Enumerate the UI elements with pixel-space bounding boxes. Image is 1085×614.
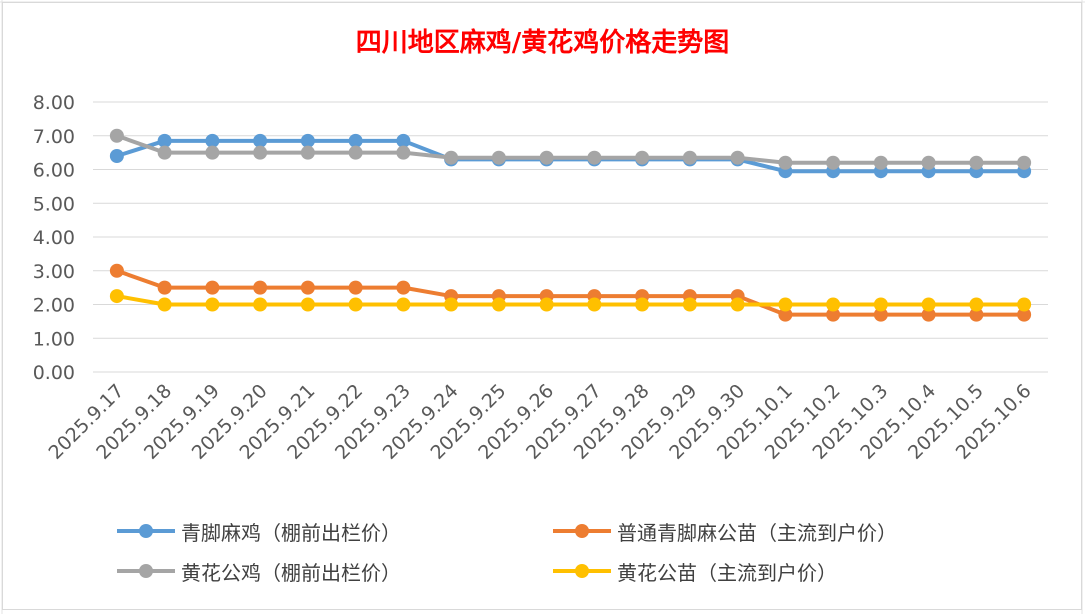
data-point [348,297,363,312]
data-point [253,133,268,148]
data-point [109,263,124,278]
data-point [300,133,315,148]
data-point [396,133,411,148]
series-line [116,268,1025,317]
data-point [826,307,841,322]
data-point [730,297,745,312]
y-tick-label: 5.00 [33,193,75,215]
data-point [205,145,220,160]
series-line [116,294,1025,307]
data-point [348,280,363,295]
data-point [205,133,220,148]
data-point [730,150,745,165]
data-point [826,297,841,312]
y-tick-labels: 0.00 1.00 2.00 3.00 4.00 5.00 6.00 7.00 8.00 [33,92,75,384]
data-point [157,297,172,312]
data-point [253,280,268,295]
data-point [205,297,220,312]
series-2 [109,263,1032,322]
series-4 [109,289,1032,312]
data-point [109,128,124,143]
data-point [969,155,984,170]
data-point [396,297,411,312]
chart-title: 四川地区麻鸡/黄花鸡价格走势图 [355,28,730,58]
y-tick-label: 4.00 [33,227,75,249]
y-tick-label: 0.00 [33,362,75,384]
data-point [969,297,984,312]
data-point [1017,307,1032,322]
data-point [778,297,793,312]
data-point [778,155,793,170]
data-point [539,297,554,312]
data-point [253,145,268,160]
data-point [1017,155,1032,170]
data-point [635,297,650,312]
data-point [778,307,793,322]
data-point [157,133,172,148]
data-point [682,150,697,165]
y-tick-label: 3.00 [33,261,75,283]
data-point [873,307,888,322]
data-point [491,150,506,165]
data-point [157,280,172,295]
data-point [157,145,172,160]
series-3 [109,128,1032,170]
data-point [348,145,363,160]
data-point [587,150,602,165]
y-tick-label: 2.00 [33,295,75,317]
x-tick-labels: 2025.9.172025.9.182025.9.192025.9.202025… [44,380,1035,464]
data-point [205,280,220,295]
data-point [253,297,268,312]
data-point [539,150,554,165]
data-point [635,150,650,165]
series-line [116,133,1025,165]
y-tick-label: 1.00 [33,328,75,350]
data-point [587,297,602,312]
data-point [921,297,936,312]
data-point [300,297,315,312]
data-point [1017,297,1032,312]
data-point [682,297,697,312]
data-point [491,297,506,312]
data-point [109,149,124,163]
data-point [969,307,984,322]
y-tick-label: 7.00 [33,126,75,148]
data-point [444,297,459,312]
data-point [921,155,936,170]
data-point [873,297,888,312]
y-tick-label: 8.00 [33,92,75,114]
data-point [348,133,363,148]
y-tick-label: 6.00 [33,160,75,182]
data-point [873,155,888,170]
data-point [826,155,841,170]
data-point [109,289,124,304]
data-point [921,307,936,322]
data-point [396,145,411,160]
data-point [444,150,459,165]
data-point [300,280,315,295]
data-point [396,280,411,295]
data-point [300,145,315,160]
